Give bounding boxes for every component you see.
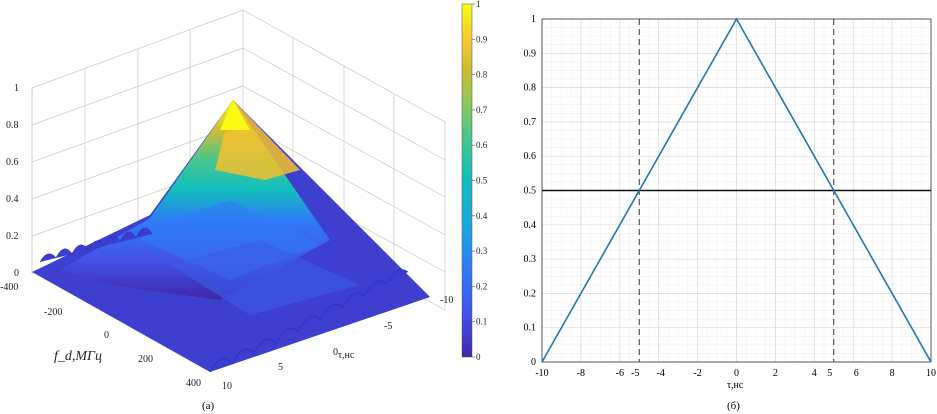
caption-left: (а) — [202, 400, 215, 412]
y-tick-label: 5 — [278, 362, 283, 373]
x-tick-label: -6 — [616, 368, 624, 379]
x-tick-label: -10 — [535, 368, 548, 379]
x-tick-label: 400 — [186, 378, 201, 389]
y-tick-label: -10 — [440, 295, 453, 306]
y-tick-label: 0.7 — [524, 117, 537, 128]
x-tick-label: 4 — [812, 368, 817, 379]
x-tick-label: 0 — [104, 330, 109, 341]
x-tick-label: -200 — [44, 307, 62, 318]
colorbar-tick-label: 0 — [476, 352, 481, 362]
y-tick-label: 0.3 — [524, 254, 537, 265]
chart-marks — [541, 17, 932, 363]
y-axis-label: τ,нс — [338, 350, 355, 361]
z-tick-label: 1 — [14, 83, 19, 94]
y-tick-label: 0 — [531, 357, 536, 368]
z-tick-label: 0.8 — [6, 120, 19, 131]
z-tick-label: 0 — [14, 268, 19, 279]
surface-mesh — [32, 100, 430, 373]
z-tick-label: 0.6 — [6, 157, 19, 168]
z-tick-label: 0.2 — [6, 231, 19, 242]
x-tick-label: -400 — [0, 282, 18, 293]
colorbar: 0 0.1 0.2 0.3 0.4 0.5 0.6 0.7 0.8 0.9 1 — [461, 0, 488, 362]
colorbar-tick-label: 0.6 — [476, 140, 488, 150]
colorbar-tick-label: 0.8 — [476, 70, 488, 80]
x-tick-label: 6 — [854, 368, 859, 379]
colorbar-tick-label: 0.1 — [476, 317, 487, 327]
x-tick-label: 2 — [773, 368, 778, 379]
x-tick-label: 10 — [926, 368, 936, 379]
colorbar-tick-label: 0.5 — [476, 176, 488, 186]
colorbar-tick-label: 1 — [476, 0, 481, 9]
y-tick-label: -5 — [384, 321, 392, 332]
x-tick-label: -4 — [657, 368, 665, 379]
y-tick-label: 0.2 — [524, 288, 537, 299]
x-axis-label: f_d,МГц — [54, 349, 102, 364]
x-tick-label: -2 — [693, 368, 701, 379]
colorbar-tick-label: 0.3 — [476, 246, 488, 256]
z-axis: 0 0.2 0.4 0.6 0.8 1 — [6, 83, 19, 279]
colorbar-tick-label: 0.4 — [476, 211, 488, 221]
y-tick-label: 0 — [333, 347, 338, 358]
colorbar-tick-label: 0.2 — [476, 281, 487, 291]
y-tick-label: 0.8 — [524, 83, 537, 94]
triangle-series-line — [541, 17, 932, 363]
colorbar-tick-label: 0.7 — [476, 105, 488, 115]
x-tick-label: 5 — [827, 368, 832, 379]
x-tick-label: 8 — [890, 368, 895, 379]
x-tick-label: 200 — [138, 354, 153, 365]
y-tick-label: 0.6 — [524, 151, 537, 162]
y-axis: -10 -5 0 5 10 τ,нс — [222, 295, 453, 392]
y-tick-label: 1 — [531, 14, 536, 25]
x-tick-label: -5 — [631, 368, 639, 379]
caption-right: (б) — [727, 400, 740, 412]
z-tick-label: 0.4 — [6, 194, 19, 205]
y-tick-label: 10 — [222, 381, 232, 392]
x-tick-label: -8 — [577, 368, 585, 379]
x-axis-label: τ,нс — [727, 380, 744, 391]
y-tick-label: 0.9 — [524, 48, 537, 59]
colorbar-tick-label: 0.9 — [476, 34, 488, 44]
y-tick-label: 0.5 — [524, 186, 537, 197]
x-tick-label: 0 — [734, 368, 739, 379]
x-axis: -400 -200 0 200 400 f_d,МГц — [0, 282, 201, 389]
y-tick-label: 0.4 — [524, 220, 537, 231]
y-tick-label: 0.1 — [524, 323, 537, 334]
tick-labels: 0 0.1 0.2 0.3 0.4 0.5 0.6 0.7 0.8 0.9 1 -10 -8 -6 -5 -4… — [524, 14, 937, 379]
